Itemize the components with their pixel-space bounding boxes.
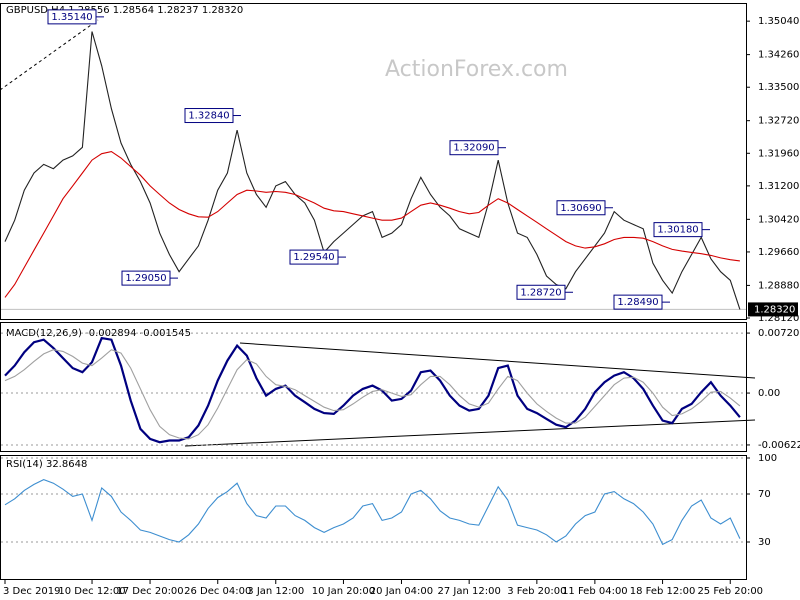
watermark: ActionForex.com bbox=[385, 57, 568, 82]
annotation-label: 1.30690 bbox=[560, 203, 601, 214]
y-tick-label: 0.007201 bbox=[758, 328, 800, 339]
y-tick-label: -0.006229 bbox=[758, 440, 800, 451]
y-tick-label: 1.33500 bbox=[758, 82, 799, 93]
rsi-title: RSI(14) 32.8648 bbox=[6, 459, 87, 470]
annotation-label: 1.35140 bbox=[51, 12, 92, 23]
x-tick-label: 11 Feb 04:00 bbox=[562, 586, 628, 597]
y-tick-label: 70 bbox=[758, 489, 771, 500]
x-tick-label: 3 Jan 12:00 bbox=[247, 586, 304, 597]
annotation-box bbox=[516, 284, 566, 300]
annotation-label: 1.30180 bbox=[657, 225, 698, 236]
annotation-label: 1.29050 bbox=[125, 273, 166, 284]
series-line bbox=[4, 151, 740, 298]
y-tick-label: 0.00 bbox=[758, 388, 780, 399]
x-tick-label: 17 Dec 20:00 bbox=[116, 586, 183, 597]
x-tick-label: 10 Jan 20:00 bbox=[312, 586, 375, 597]
trend-line bbox=[0, 19, 99, 91]
y-tick-label: 1.29660 bbox=[758, 247, 799, 258]
x-tick-label: 3 Feb 20:00 bbox=[507, 586, 566, 597]
annotation-label: 1.28490 bbox=[617, 297, 658, 308]
x-tick-label: 18 Feb 12:00 bbox=[630, 586, 696, 597]
annotation-box bbox=[184, 108, 234, 124]
x-tick-label: 27 Jan 12:00 bbox=[437, 586, 500, 597]
last-price-box bbox=[748, 302, 798, 317]
annotation-box bbox=[613, 294, 663, 310]
annotation-label: 1.29540 bbox=[293, 252, 334, 263]
annotation-label: 1.28720 bbox=[520, 287, 561, 298]
x-tick-label: 3 Dec 2019 bbox=[3, 586, 61, 597]
y-tick-label: 1.35040 bbox=[758, 16, 799, 27]
annotation-box bbox=[653, 222, 703, 238]
x-tick-label: 10 Dec 12:00 bbox=[58, 586, 125, 597]
y-tick-label: 30 bbox=[758, 537, 771, 548]
series-line bbox=[4, 31, 741, 310]
y-tick-label: 1.34260 bbox=[758, 50, 799, 61]
annotation-label: 1.32090 bbox=[453, 143, 494, 154]
annotation-box bbox=[47, 9, 97, 25]
price-panel bbox=[0, 3, 747, 320]
macd-trend-line bbox=[184, 419, 756, 447]
annotation-box bbox=[556, 200, 606, 216]
last-price-label: 1.28320 bbox=[754, 304, 795, 315]
annotation-box bbox=[449, 140, 499, 156]
annotation-box bbox=[289, 249, 339, 265]
series-line bbox=[4, 349, 741, 440]
series-line bbox=[4, 479, 741, 546]
x-tick-label: 25 Feb 20:00 bbox=[697, 586, 763, 597]
annotation-label: 1.32840 bbox=[188, 111, 229, 122]
annotation-box bbox=[121, 270, 171, 286]
x-tick-label: 20 Jan 04:00 bbox=[370, 586, 433, 597]
series-line bbox=[4, 336, 741, 444]
x-tick-label: 26 Dec 04:00 bbox=[184, 586, 251, 597]
y-tick-label: 1.30420 bbox=[758, 214, 799, 225]
rsi-panel bbox=[0, 455, 747, 580]
y-tick-label: 100 bbox=[758, 453, 777, 464]
macd-title: MACD(12,26,9) -0.002894 -0.001545 bbox=[6, 328, 191, 339]
y-tick-label: 1.32720 bbox=[758, 116, 799, 127]
y-tick-label: 1.31960 bbox=[758, 148, 799, 159]
price-title: GBPUSD,H4 1.28556 1.28564 1.28237 1.2832… bbox=[6, 5, 243, 16]
y-tick-label: 1.28120 bbox=[758, 313, 799, 324]
y-tick-label: 1.28880 bbox=[758, 280, 799, 291]
macd-trend-line bbox=[239, 342, 756, 379]
y-tick-label: 1.31200 bbox=[758, 181, 799, 192]
